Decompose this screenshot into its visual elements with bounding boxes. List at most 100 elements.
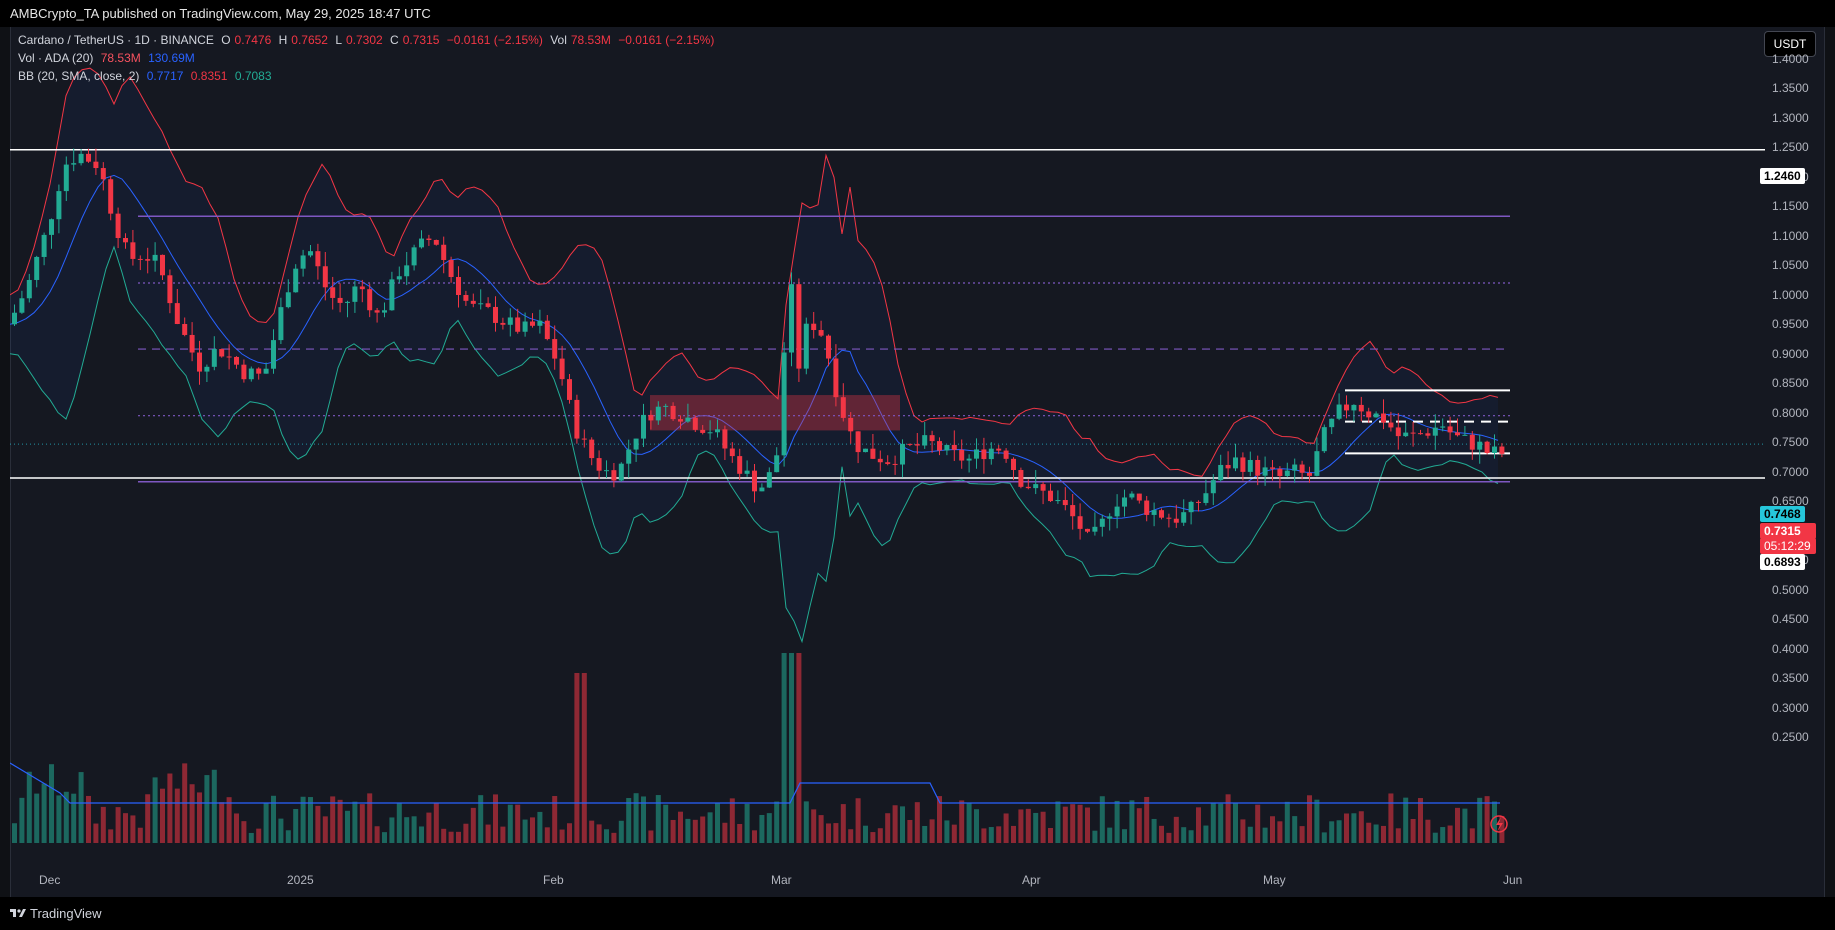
- volume-bar: [389, 817, 395, 843]
- candle-body: [1129, 493, 1135, 498]
- candle-body: [248, 368, 254, 380]
- candle-body: [182, 324, 188, 335]
- volume-bar: [951, 824, 957, 843]
- x-label-feb: Feb: [543, 873, 564, 887]
- candle-body: [729, 448, 735, 457]
- y-tick-label: 0.7000: [1772, 464, 1809, 479]
- volume-bar: [448, 831, 454, 843]
- supply-zone-box: [650, 395, 900, 431]
- candle-body: [715, 429, 720, 433]
- candle-body: [137, 258, 143, 260]
- candle-body: [345, 301, 350, 303]
- candle-body: [1477, 441, 1483, 450]
- volume-bar: [463, 823, 469, 843]
- volume-bar: [1218, 803, 1224, 843]
- volume-indicator-legend[interactable]: Vol · ADA (20) 78.53M 130.69M: [18, 51, 199, 65]
- volume-bar: [1203, 825, 1209, 843]
- candle-body: [789, 284, 794, 353]
- volume-bar: [1240, 819, 1246, 843]
- volume-bar: [308, 797, 313, 843]
- volume-bar: [1270, 816, 1275, 843]
- candle-body: [530, 321, 535, 326]
- candle-body: [929, 435, 935, 442]
- volume-bar: [49, 764, 54, 843]
- candle-body: [1447, 426, 1453, 433]
- candle-body: [1255, 459, 1261, 476]
- volume-bar: [914, 802, 920, 843]
- candle-body: [1307, 472, 1312, 476]
- candle-body: [123, 238, 128, 243]
- bollinger-legend[interactable]: BB (20, SMA, close, 2) 0.7717 0.8351 0.7…: [18, 69, 276, 83]
- candle-body: [197, 352, 202, 372]
- bb-indicator-name: BB (20, SMA, close, 2): [18, 69, 140, 83]
- close-label: C: [390, 33, 399, 47]
- candle-body: [951, 444, 957, 450]
- volume-bar: [641, 796, 646, 843]
- volume-bar: [996, 826, 1002, 843]
- volume-bar: [1299, 826, 1305, 843]
- bb-lower-line: [10, 245, 1499, 644]
- volume-bar: [86, 795, 91, 843]
- volume-bar: [93, 823, 99, 843]
- vol-ma-value: 130.69M: [148, 51, 195, 65]
- volume-bar: [382, 832, 387, 843]
- volume-bar: [959, 800, 965, 843]
- candle-body: [826, 335, 831, 359]
- volume-bar: [396, 803, 402, 843]
- chart-frame[interactable]: [10, 27, 1825, 897]
- candle-body: [1033, 484, 1039, 489]
- volume-bar: [1092, 830, 1098, 843]
- volume-bar: [115, 807, 121, 843]
- volume-bar: [1055, 801, 1061, 843]
- candle-body: [737, 456, 743, 474]
- y-tick-label: 1.4000: [1772, 52, 1809, 66]
- volume-bar: [929, 819, 935, 843]
- candle-body: [315, 251, 321, 267]
- volume-bar: [285, 830, 291, 843]
- volume-bar: [1107, 827, 1113, 843]
- volume-bar: [1410, 819, 1416, 843]
- open-label: O: [221, 33, 231, 47]
- candle-body: [1048, 490, 1053, 502]
- volume-bar: [226, 797, 232, 843]
- currency-button[interactable]: USDT: [1764, 31, 1816, 57]
- vol-label: Vol: [550, 33, 567, 47]
- candle-body: [1410, 432, 1416, 434]
- candle-body: [1277, 468, 1283, 476]
- volume-bar: [426, 812, 432, 843]
- candle-body: [1122, 497, 1127, 507]
- candle-body: [885, 462, 891, 464]
- tradingview-brand[interactable]: TradingView: [30, 906, 102, 921]
- candle-body: [1011, 458, 1016, 471]
- symbol-name[interactable]: Cardano / TetherUS · 1D · BINANCE: [18, 33, 214, 47]
- volume-bar: [848, 829, 854, 843]
- volume-bar: [1292, 816, 1298, 843]
- price-chart[interactable]: [10, 27, 1825, 897]
- candle-body: [589, 439, 595, 459]
- candle-body: [752, 470, 757, 492]
- candle-body: [1440, 426, 1446, 428]
- y-tick-label: 0.9500: [1772, 317, 1809, 332]
- candle-body: [174, 303, 180, 325]
- candle-body: [1314, 451, 1320, 476]
- candle-body: [352, 286, 358, 302]
- volume-bar: [456, 831, 461, 843]
- candle-body: [1107, 516, 1113, 519]
- volume-bar: [1136, 808, 1142, 843]
- bb-basis-line: [10, 174, 1499, 519]
- volume-bar: [293, 808, 299, 843]
- volume-bar: [256, 828, 262, 843]
- candle-body: [374, 310, 380, 313]
- volume-bar: [219, 802, 225, 843]
- volume-bar: [1048, 828, 1053, 843]
- candle-body: [359, 286, 365, 290]
- candle-body: [1136, 493, 1142, 501]
- volume-bar: [1114, 800, 1120, 843]
- volume-bar: [12, 823, 17, 843]
- volume-bar: [234, 813, 239, 843]
- y-tick-label: 0.7500: [1772, 435, 1809, 450]
- candle-body: [1218, 464, 1224, 481]
- candle-body: [581, 438, 587, 440]
- volume-bar: [715, 803, 720, 843]
- volume-bar: [1344, 813, 1349, 843]
